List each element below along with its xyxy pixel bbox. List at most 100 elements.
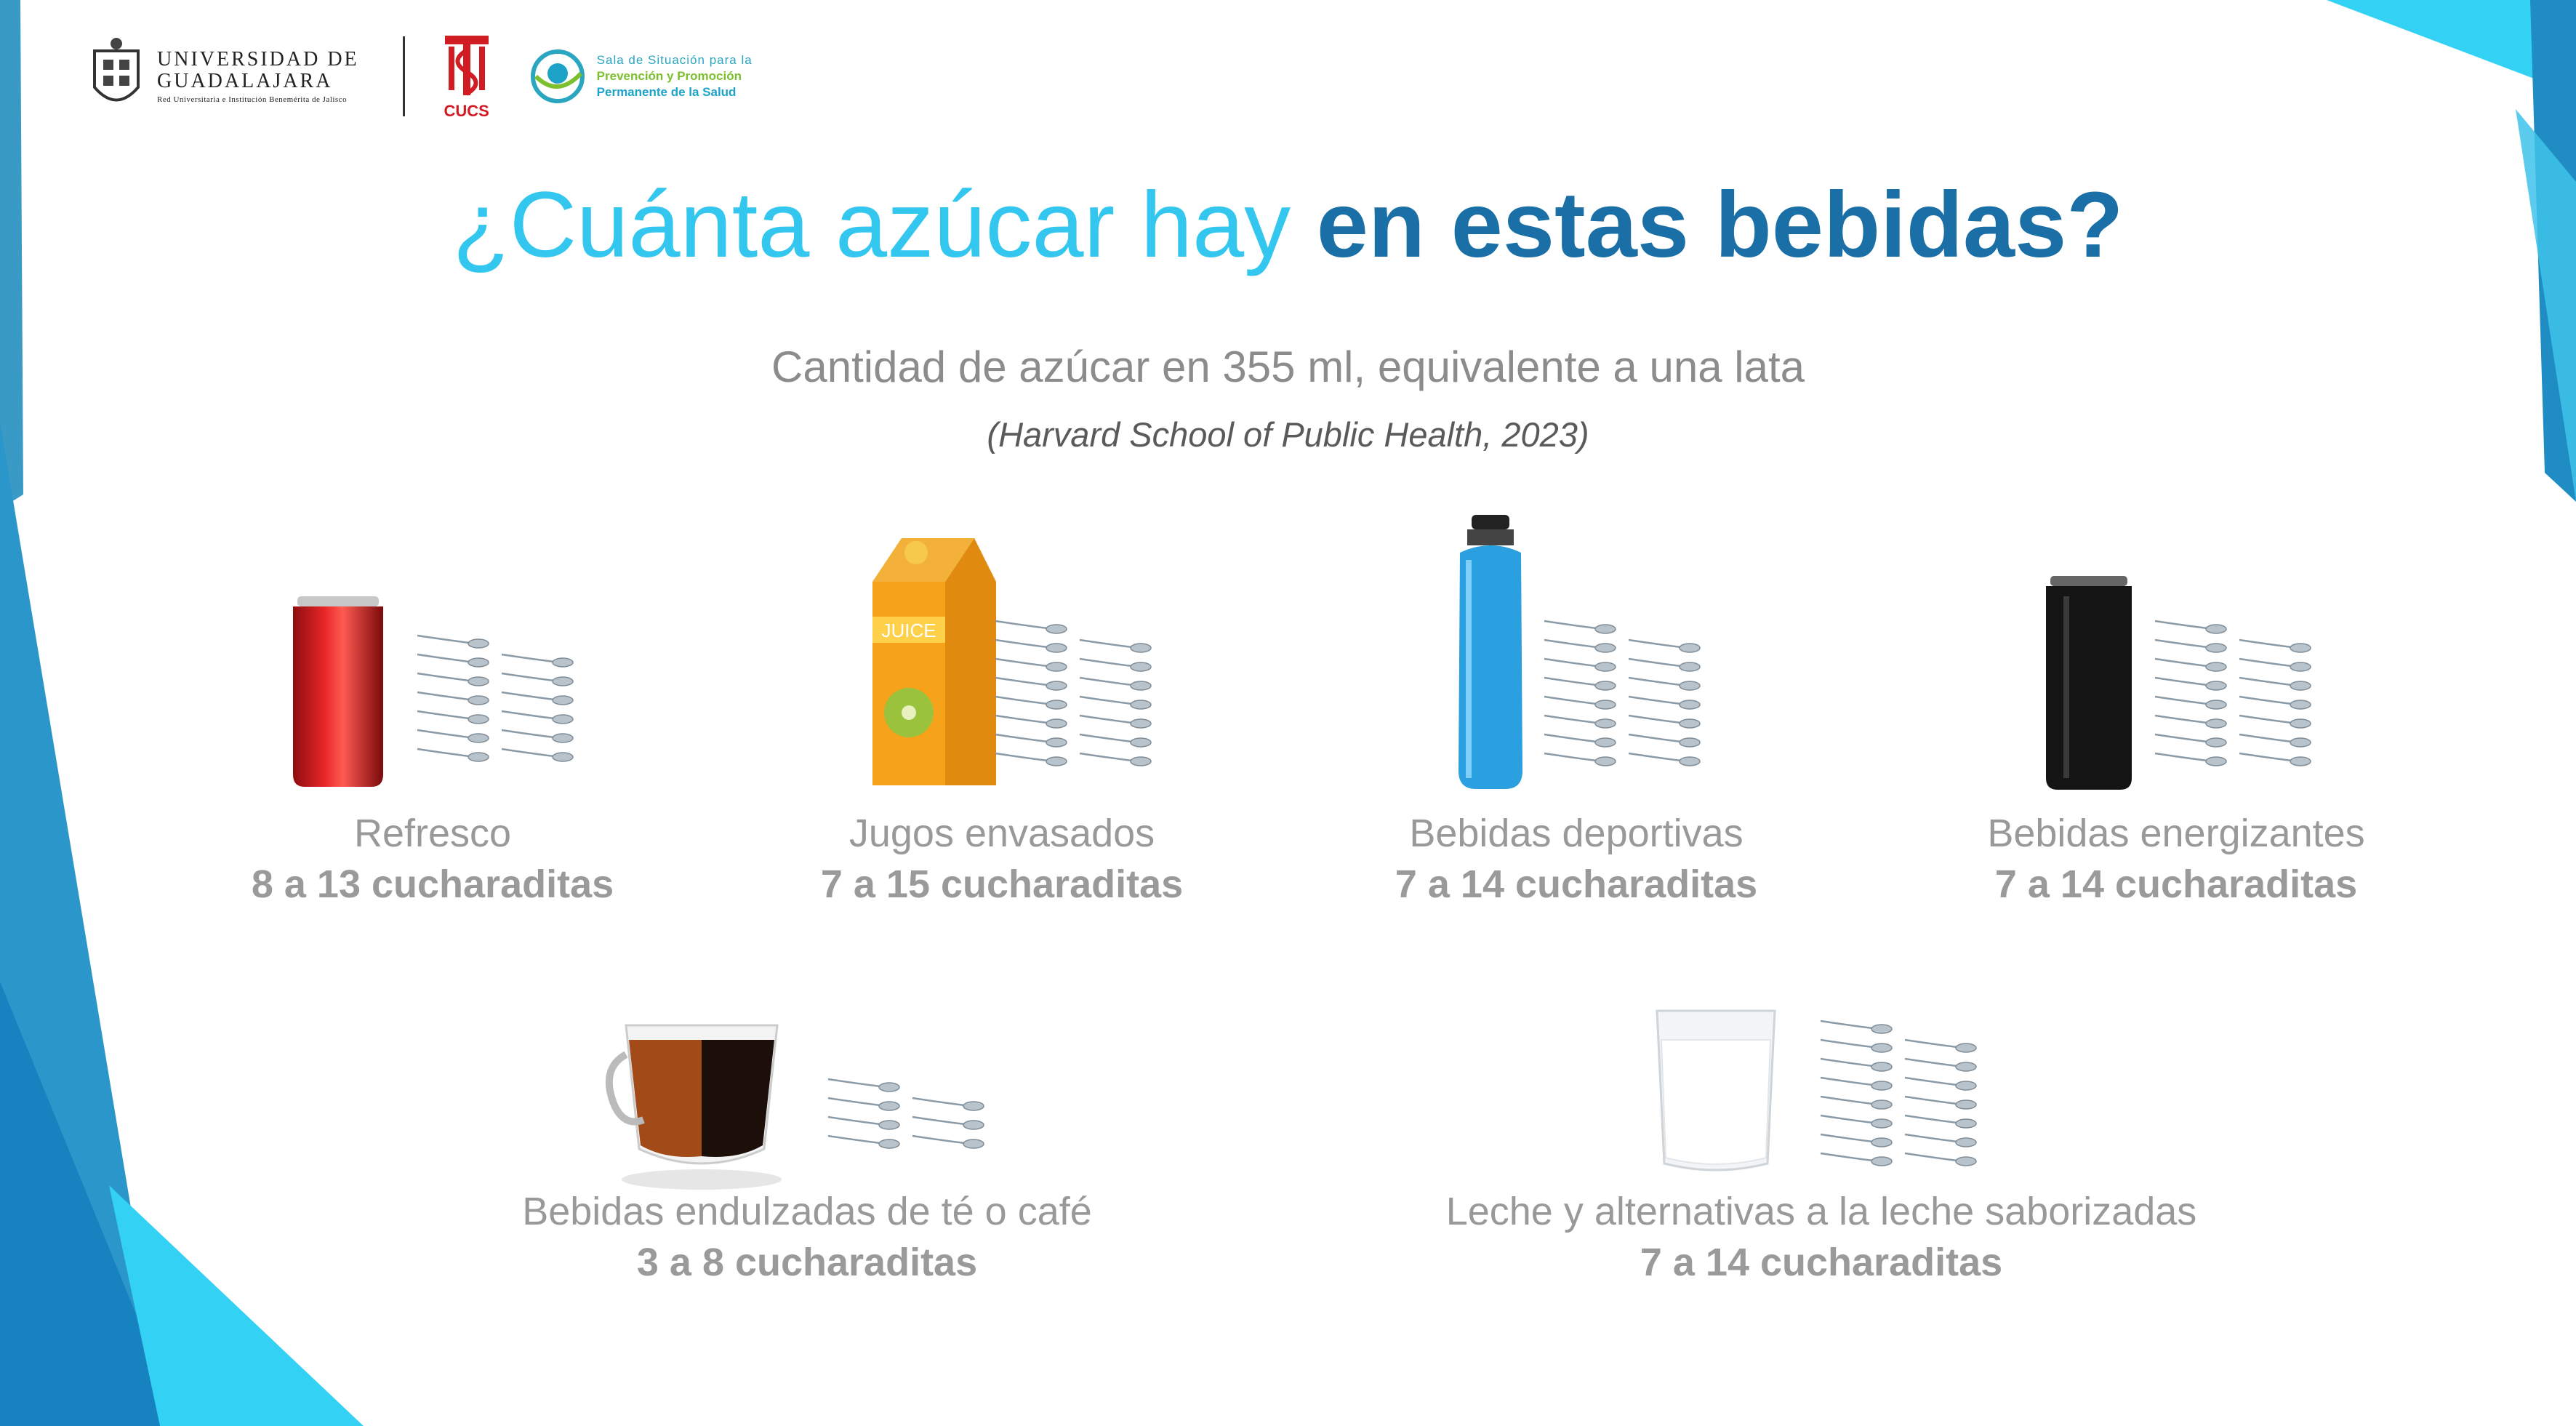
spoons-group-energizantes xyxy=(2154,620,2311,766)
milk-glass-icon xyxy=(1656,1009,1776,1171)
spoon-icon xyxy=(1079,752,1152,766)
item-name-energizantes: Bebidas energizantes xyxy=(1987,812,2365,855)
spoon-icon xyxy=(1544,676,1616,691)
spoon-icon xyxy=(501,710,574,724)
spoons-group-refresco xyxy=(417,634,574,762)
spoon-icon xyxy=(827,1097,900,1111)
spoon-icon xyxy=(2239,676,2311,691)
cucs-label: CUCS xyxy=(444,102,489,120)
spoons-group-deportivas xyxy=(1544,620,1701,766)
spoon-icon xyxy=(995,638,1067,653)
spoon-icon xyxy=(1904,1057,1977,1072)
cucs-emblem-icon xyxy=(444,36,489,96)
spoon-icon xyxy=(827,1115,900,1130)
spoon-icon xyxy=(2239,638,2311,653)
spoon-icon xyxy=(827,1078,900,1092)
spoon-icon xyxy=(1820,1076,1893,1091)
spoon-icon xyxy=(1820,1038,1893,1053)
spoon-icon xyxy=(1628,752,1701,766)
spoon-icon xyxy=(995,752,1067,766)
spoon-icon xyxy=(1628,733,1701,748)
header-logos: UNIVERSIDAD DE GUADALAJARA Red Universit… xyxy=(87,29,753,124)
spoon-icon xyxy=(1079,695,1152,710)
spoon-icon xyxy=(995,620,1067,634)
spoon-icon xyxy=(1079,638,1152,653)
title-light-part: ¿Cuánta azúcar hay xyxy=(452,173,1317,277)
spoon-icon xyxy=(1544,714,1616,729)
spoon-icon xyxy=(1628,714,1701,729)
item-amount-leche: 7 a 14 cucharaditas xyxy=(1640,1241,2003,1284)
spoon-icon xyxy=(417,653,489,668)
energy-drink-can-icon xyxy=(2046,576,2132,790)
spoons-group-jugos xyxy=(995,620,1152,766)
spoon-icon xyxy=(1904,1114,1977,1129)
sala-line3: Permanente de la Salud xyxy=(596,85,737,99)
item-amount-deportivas: 7 a 14 cucharaditas xyxy=(1395,862,1758,906)
spoon-icon xyxy=(912,1097,984,1111)
spoon-icon xyxy=(1820,1095,1893,1110)
spoon-icon xyxy=(2239,657,2311,672)
spoon-icon xyxy=(1820,1057,1893,1072)
spoon-icon xyxy=(501,653,574,668)
spoon-icon xyxy=(912,1115,984,1130)
spoon-icon xyxy=(995,714,1067,729)
item-amount-refresco: 8 a 13 cucharaditas xyxy=(251,862,614,906)
spoon-icon xyxy=(1820,1133,1893,1147)
spoon-icon xyxy=(2154,638,2227,653)
spoon-icon xyxy=(2154,752,2227,766)
spoon-icon xyxy=(501,729,574,743)
spoon-icon xyxy=(2154,695,2227,710)
spoon-icon xyxy=(1079,676,1152,691)
spoon-icon xyxy=(995,695,1067,710)
item-name-deportivas: Bebidas deportivas xyxy=(1409,812,1744,855)
spoon-icon xyxy=(1904,1038,1977,1053)
spoon-icon xyxy=(995,657,1067,672)
juice-label: JUICE xyxy=(881,620,936,641)
spoon-icon xyxy=(1628,695,1701,710)
udg-name-line2: GUADALAJARA xyxy=(157,70,333,92)
item-name-te-cafe: Bebidas endulzadas de té o café xyxy=(522,1190,1092,1233)
spoon-icon xyxy=(417,691,489,705)
spoon-icon xyxy=(995,733,1067,748)
spoon-icon xyxy=(1079,733,1152,748)
spoon-icon xyxy=(1544,638,1616,653)
item-name-jugos: Jugos envasados xyxy=(848,812,1155,855)
spoon-icon xyxy=(417,710,489,724)
spoon-icon xyxy=(2154,714,2227,729)
spoon-icon xyxy=(1628,676,1701,691)
spoon-icon xyxy=(501,748,574,762)
spoon-icon xyxy=(1544,752,1616,766)
spoon-icon xyxy=(2239,695,2311,710)
juice-carton-icon: JUICE xyxy=(872,538,996,785)
page-title: ¿Cuánta azúcar hay en estas bebidas? xyxy=(0,171,2576,280)
spoon-icon xyxy=(1820,1020,1893,1034)
spoon-icon xyxy=(417,729,489,743)
header-divider xyxy=(402,36,405,116)
cucs-logo: CUCS xyxy=(441,32,492,121)
spoon-icon xyxy=(1820,1114,1893,1129)
udg-logo: UNIVERSIDAD DE GUADALAJARA Red Universit… xyxy=(87,36,359,116)
item-name-refresco: Refresco xyxy=(353,812,512,855)
spoon-icon xyxy=(2154,733,2227,748)
spoons-group-te-cafe xyxy=(827,1078,984,1149)
source-citation: (Harvard School of Public Health, 2023) xyxy=(987,415,1589,454)
spoon-icon xyxy=(2239,733,2311,748)
spoon-icon xyxy=(827,1134,900,1149)
spoon-icon xyxy=(1904,1133,1977,1147)
spoon-icon xyxy=(1628,657,1701,672)
spoon-icon xyxy=(417,748,489,762)
item-amount-jugos: 7 a 15 cucharaditas xyxy=(820,862,1184,906)
spoon-icon xyxy=(1628,638,1701,653)
page-subtitle: Cantidad de azúcar en 355 ml, equivalent… xyxy=(771,343,1805,391)
item-name-leche: Leche y alternativas a la leche saboriza… xyxy=(1445,1190,2197,1233)
spoon-icon xyxy=(1904,1095,1977,1110)
udg-tagline: Red Universitaria e Institución Beneméri… xyxy=(157,95,348,104)
sports-bottle-icon xyxy=(1458,515,1522,789)
spoon-icon xyxy=(1079,657,1152,672)
sala-globe-icon xyxy=(530,49,585,103)
spoon-icon xyxy=(1544,620,1616,634)
item-amount-te-cafe: 3 a 8 cucharaditas xyxy=(636,1241,978,1284)
udg-name-line1: UNIVERSIDAD DE xyxy=(157,48,359,71)
spoon-icon xyxy=(2239,714,2311,729)
sala-line1: Sala de Situación para la xyxy=(596,53,753,67)
